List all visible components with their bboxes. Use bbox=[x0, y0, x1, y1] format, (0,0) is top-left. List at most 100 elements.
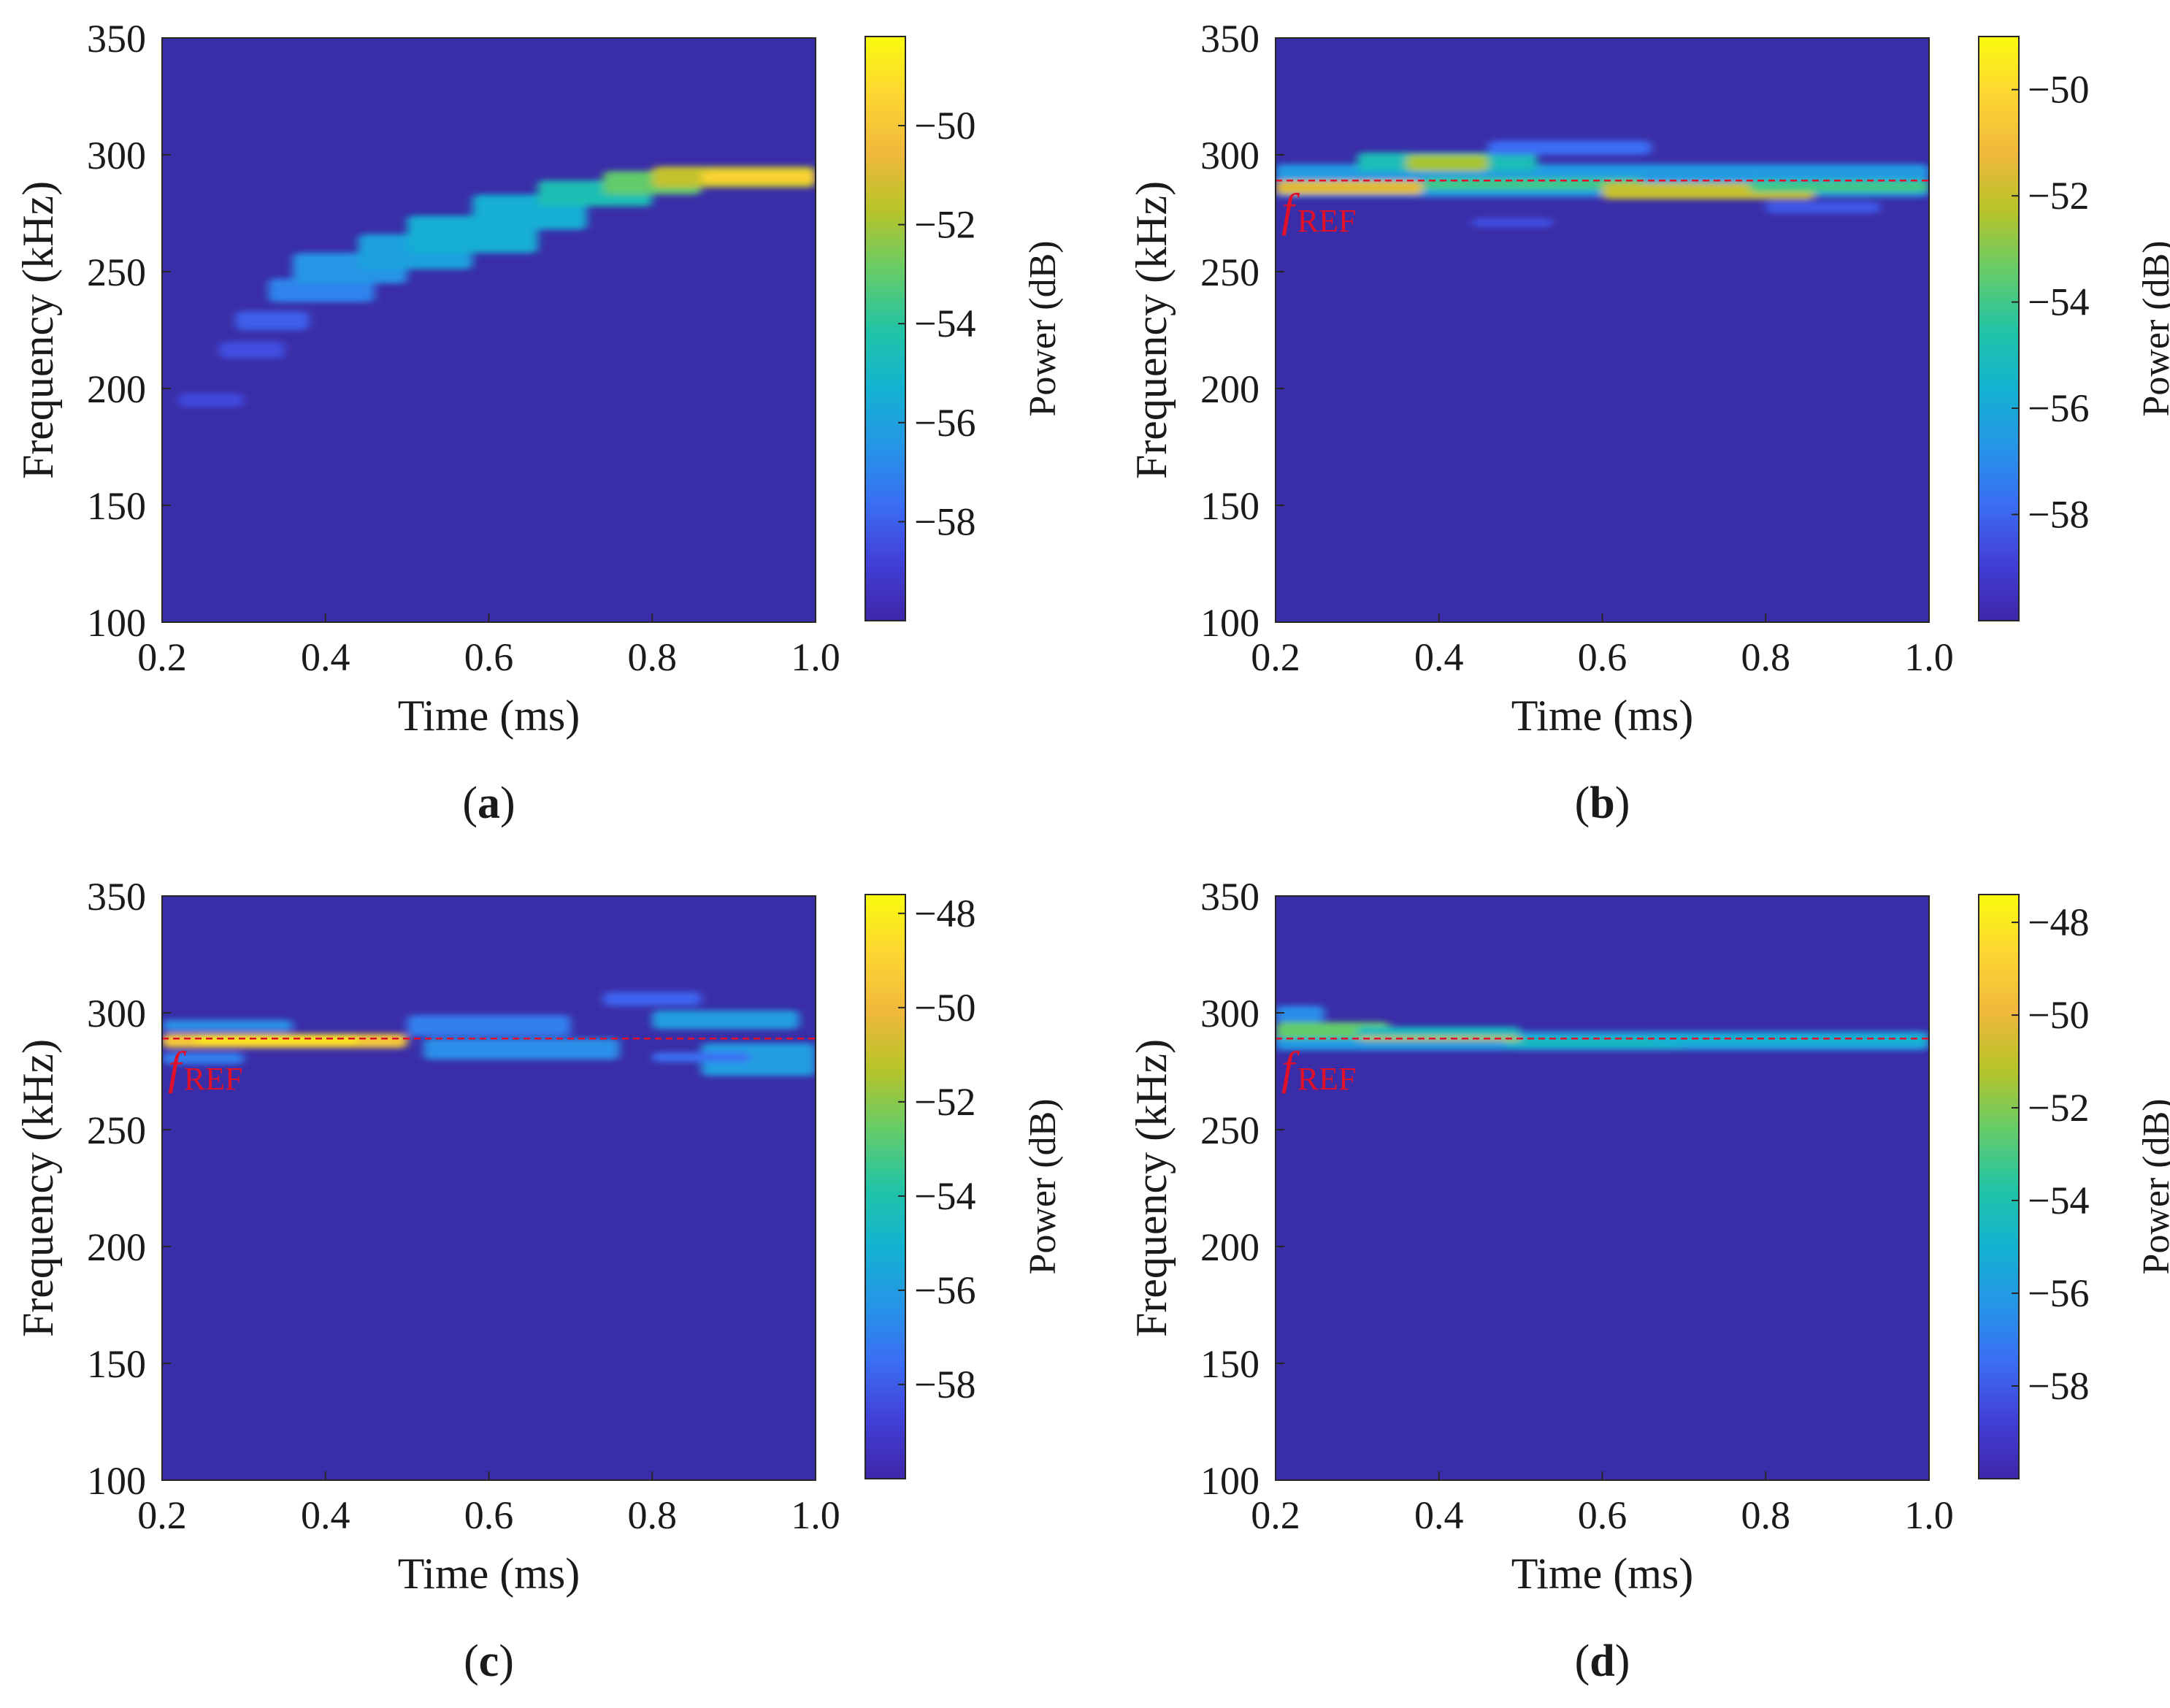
y-tick-label-c-2: 200 bbox=[87, 1225, 146, 1269]
heatmap-blob-c-1 bbox=[162, 1052, 244, 1065]
colorbar-tick-label-c-4: −56 bbox=[914, 1268, 975, 1312]
colorbar-tick-label-c-1: −50 bbox=[914, 986, 975, 1030]
y-tick-label-d-3: 250 bbox=[1200, 1108, 1260, 1152]
colorbar-tick-label-d-3: −54 bbox=[2028, 1179, 2089, 1222]
plot-area-d bbox=[1276, 896, 1929, 1480]
y-axis-label-d: Frequency (kHz) bbox=[1127, 1039, 1176, 1337]
panel-tag-letter-a: a bbox=[478, 778, 500, 828]
heatmap-blob-a-1 bbox=[219, 342, 285, 359]
colorbar-b bbox=[1978, 36, 2020, 621]
x-tick-label-a-4: 1.0 bbox=[791, 635, 840, 679]
heatmap-blob-c-6 bbox=[701, 1043, 816, 1076]
heatmap-blob-c-3 bbox=[603, 992, 702, 1006]
y-tick-label-a-0: 100 bbox=[87, 601, 146, 645]
panel-tag-letter-d: d bbox=[1590, 1636, 1614, 1686]
panel-tag-b: (b) bbox=[1575, 778, 1630, 828]
colorbar-label-b: Power (dB) bbox=[2136, 240, 2170, 416]
panel-tag-d: (d) bbox=[1575, 1636, 1630, 1686]
colorbar-tick-label-a-2: −54 bbox=[914, 302, 975, 345]
y-tick-label-d-0: 100 bbox=[1200, 1459, 1260, 1503]
y-tick-label-c-3: 250 bbox=[87, 1108, 146, 1152]
x-tick-label-b-3: 0.8 bbox=[1741, 635, 1791, 679]
x-tick-label-d-3: 0.8 bbox=[1741, 1493, 1791, 1537]
colorbar-tick-label-d-4: −56 bbox=[2028, 1271, 2089, 1315]
plot-area-c bbox=[162, 896, 816, 1480]
heatmap-blob-c-7 bbox=[652, 1052, 751, 1062]
heatmap-b bbox=[1276, 140, 1929, 228]
x-tick-label-b-0: 0.2 bbox=[1251, 635, 1300, 679]
x-axis-label-d: Time (ms) bbox=[1511, 1550, 1694, 1598]
heatmap-a bbox=[178, 166, 816, 407]
y-tick-label-c-0: 100 bbox=[87, 1459, 146, 1503]
y-tick-label-b-5: 350 bbox=[1200, 17, 1260, 61]
colorbar-tick-label-a-4: −58 bbox=[914, 499, 975, 543]
y-tick-label-d-4: 300 bbox=[1200, 992, 1260, 1035]
panel-tag-c: (c) bbox=[464, 1636, 514, 1686]
heatmap-blob-d-6 bbox=[1357, 1036, 1521, 1041]
y-axis-label-b: Frequency (kHz) bbox=[1127, 181, 1176, 479]
heatmap-blob-b-7 bbox=[1749, 180, 1929, 193]
y-tick-label-d-2: 200 bbox=[1200, 1225, 1260, 1269]
colorbar-tick-label-d-0: −48 bbox=[2028, 900, 2089, 944]
heatmap-blob-c-9 bbox=[194, 1036, 359, 1045]
panel-c: fREF 0.2 0.4 0.6 0.8 1.0 100 150 200 250 300 350 Tim… bbox=[14, 875, 1064, 1686]
colorbar-tick-label-d-1: −50 bbox=[2028, 993, 2089, 1037]
y-tick-label-b-4: 300 bbox=[1200, 134, 1260, 177]
x-axis-label-b: Time (ms) bbox=[1511, 692, 1694, 740]
y-tick-label-b-2: 200 bbox=[1200, 367, 1260, 411]
reference-label-d: fREF bbox=[1281, 1042, 1356, 1097]
colorbar-label-a: Power (dB) bbox=[1022, 240, 1064, 416]
x-tick-label-c-3: 0.8 bbox=[628, 1493, 678, 1537]
x-axis-label-c: Time (ms) bbox=[398, 1550, 580, 1598]
heatmap-blob-b-9 bbox=[1471, 218, 1554, 228]
reference-label-c: fREF bbox=[168, 1042, 242, 1097]
panel-d: fREF 0.2 0.4 0.6 0.8 1.0 100 150 200 250 300 350 Tim… bbox=[1127, 875, 2170, 1686]
y-tick-label-a-5: 350 bbox=[87, 17, 146, 61]
colorbar-label-d: Power (dB) bbox=[2136, 1098, 2170, 1274]
colorbar-tick-label-b-1: −52 bbox=[2028, 174, 2089, 218]
y-tick-label-d-5: 350 bbox=[1200, 875, 1260, 919]
y-tick-label-b-0: 100 bbox=[1200, 601, 1260, 645]
panel-tag-a: (a) bbox=[462, 778, 515, 828]
colorbar-tick-label-c-0: −48 bbox=[914, 892, 975, 935]
colorbar-tick-label-d-2: −52 bbox=[2028, 1086, 2089, 1130]
colorbar-a bbox=[864, 36, 906, 621]
y-tick-label-a-2: 200 bbox=[87, 367, 146, 411]
x-tick-label-d-2: 0.6 bbox=[1578, 1493, 1628, 1537]
y-axis-label-a: Frequency (kHz) bbox=[14, 181, 62, 479]
heatmap-blob-d-5 bbox=[1651, 1033, 1929, 1046]
y-tick-label-a-3: 250 bbox=[87, 250, 146, 294]
heatmap-blob-a-3 bbox=[268, 278, 375, 302]
y-tick-label-a-1: 150 bbox=[87, 484, 146, 528]
reference-label-sub-c: REF bbox=[184, 1061, 243, 1097]
colorbar-tick-label-d-5: −58 bbox=[2028, 1364, 2089, 1408]
x-tick-label-a-3: 0.8 bbox=[628, 635, 678, 679]
x-tick-label-a-0: 0.2 bbox=[137, 635, 187, 679]
colorbar-label-c: Power (dB) bbox=[1022, 1098, 1064, 1274]
y-tick-label-a-4: 300 bbox=[87, 134, 146, 177]
x-tick-label-c-2: 0.6 bbox=[464, 1493, 514, 1537]
heatmap-blob-a-0 bbox=[178, 393, 244, 407]
colorbar-tick-label-a-3: −56 bbox=[914, 401, 975, 445]
heatmap-blob-b-8 bbox=[1765, 202, 1880, 213]
panel-tag-letter-b: b bbox=[1590, 778, 1614, 828]
y-tick-label-b-1: 150 bbox=[1200, 484, 1260, 528]
y-tick-label-c-1: 150 bbox=[87, 1342, 146, 1386]
x-tick-label-d-1: 0.4 bbox=[1414, 1493, 1464, 1537]
reference-label-sub-d: REF bbox=[1297, 1061, 1357, 1097]
panel-b: fREF 0.2 0.4 0.6 0.8 1.0 100 150 200 250 300 350 Tim… bbox=[1127, 17, 2170, 828]
x-tick-label-c-4: 1.0 bbox=[791, 1493, 840, 1537]
x-axis-label-a: Time (ms) bbox=[398, 692, 580, 740]
heatmap-blob-c-5 bbox=[423, 1038, 620, 1060]
x-tick-label-c-1: 0.4 bbox=[301, 1493, 350, 1537]
colorbar-tick-label-b-0: −50 bbox=[2028, 68, 2089, 112]
colorbar-c bbox=[864, 894, 906, 1479]
x-tick-label-b-1: 0.4 bbox=[1414, 635, 1464, 679]
x-tick-label-d-0: 0.2 bbox=[1251, 1493, 1300, 1537]
panel-a: 0.2 0.4 0.6 0.8 1.0 100 150 200 250 300 350 Time (m… bbox=[14, 17, 1064, 828]
heatmap-blob-c-4 bbox=[652, 1010, 800, 1030]
colorbar-tick-label-b-3: −56 bbox=[2028, 386, 2089, 430]
heatmap-blob-b-2 bbox=[1487, 140, 1652, 155]
y-tick-label-c-4: 300 bbox=[87, 992, 146, 1035]
